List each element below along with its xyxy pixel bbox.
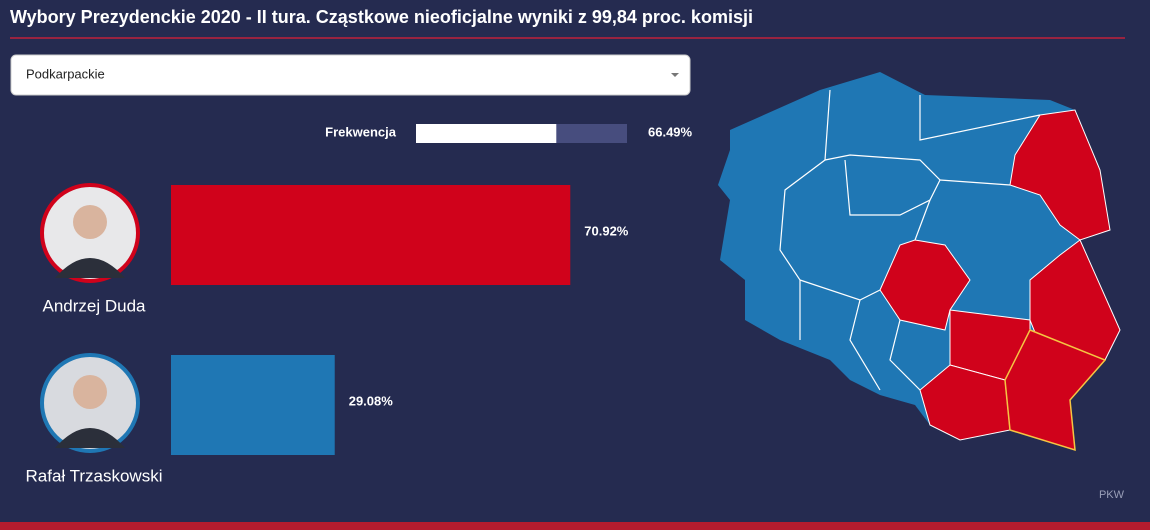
region-dropdown[interactable]: Podkarpackie	[10, 54, 691, 96]
value-label: 29.08%	[349, 393, 394, 408]
avatar	[40, 353, 140, 453]
bar	[171, 185, 571, 285]
dropdown-box[interactable]	[10, 54, 691, 96]
chart-title: Wybory Prezydenckie 2020 - II tura. Cząs…	[10, 7, 753, 27]
source: PKW	[1099, 489, 1125, 501]
candidate-name: Andrzej Duda	[42, 296, 146, 315]
value-label: 70.92%	[584, 223, 629, 238]
map	[718, 72, 1121, 452]
bottom-stripe	[0, 522, 1150, 530]
turnout-bar	[416, 124, 557, 143]
turnout-label: Frekwencja	[325, 124, 397, 139]
turnout-value-label: 66.49%	[648, 124, 693, 139]
candidate-name: Rafał Trzaskowski	[26, 466, 163, 485]
dropdown-arrow[interactable]	[671, 73, 679, 77]
bar	[171, 355, 335, 455]
dropdown-value[interactable]: Podkarpackie	[26, 66, 105, 81]
avatar	[40, 183, 140, 283]
